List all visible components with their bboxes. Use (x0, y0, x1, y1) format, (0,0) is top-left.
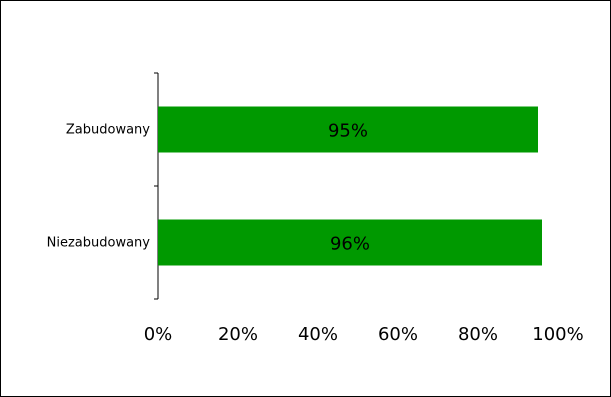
x-tick-label: 0% (144, 324, 173, 345)
data-label: 96% (330, 234, 370, 255)
x-tick-label: 20% (218, 324, 258, 345)
data-label: 95% (328, 121, 368, 142)
x-tick-label: 100% (532, 324, 583, 345)
bar-zabudowany (158, 106, 538, 153)
x-tick-label: 40% (298, 324, 338, 345)
x-tick-label: 60% (378, 324, 418, 345)
category-label: Zabudowany (66, 123, 150, 138)
x-tick-label: 80% (458, 324, 498, 345)
category-label: Niezabudowany (47, 236, 151, 251)
bar-niezabudowany (158, 219, 542, 266)
